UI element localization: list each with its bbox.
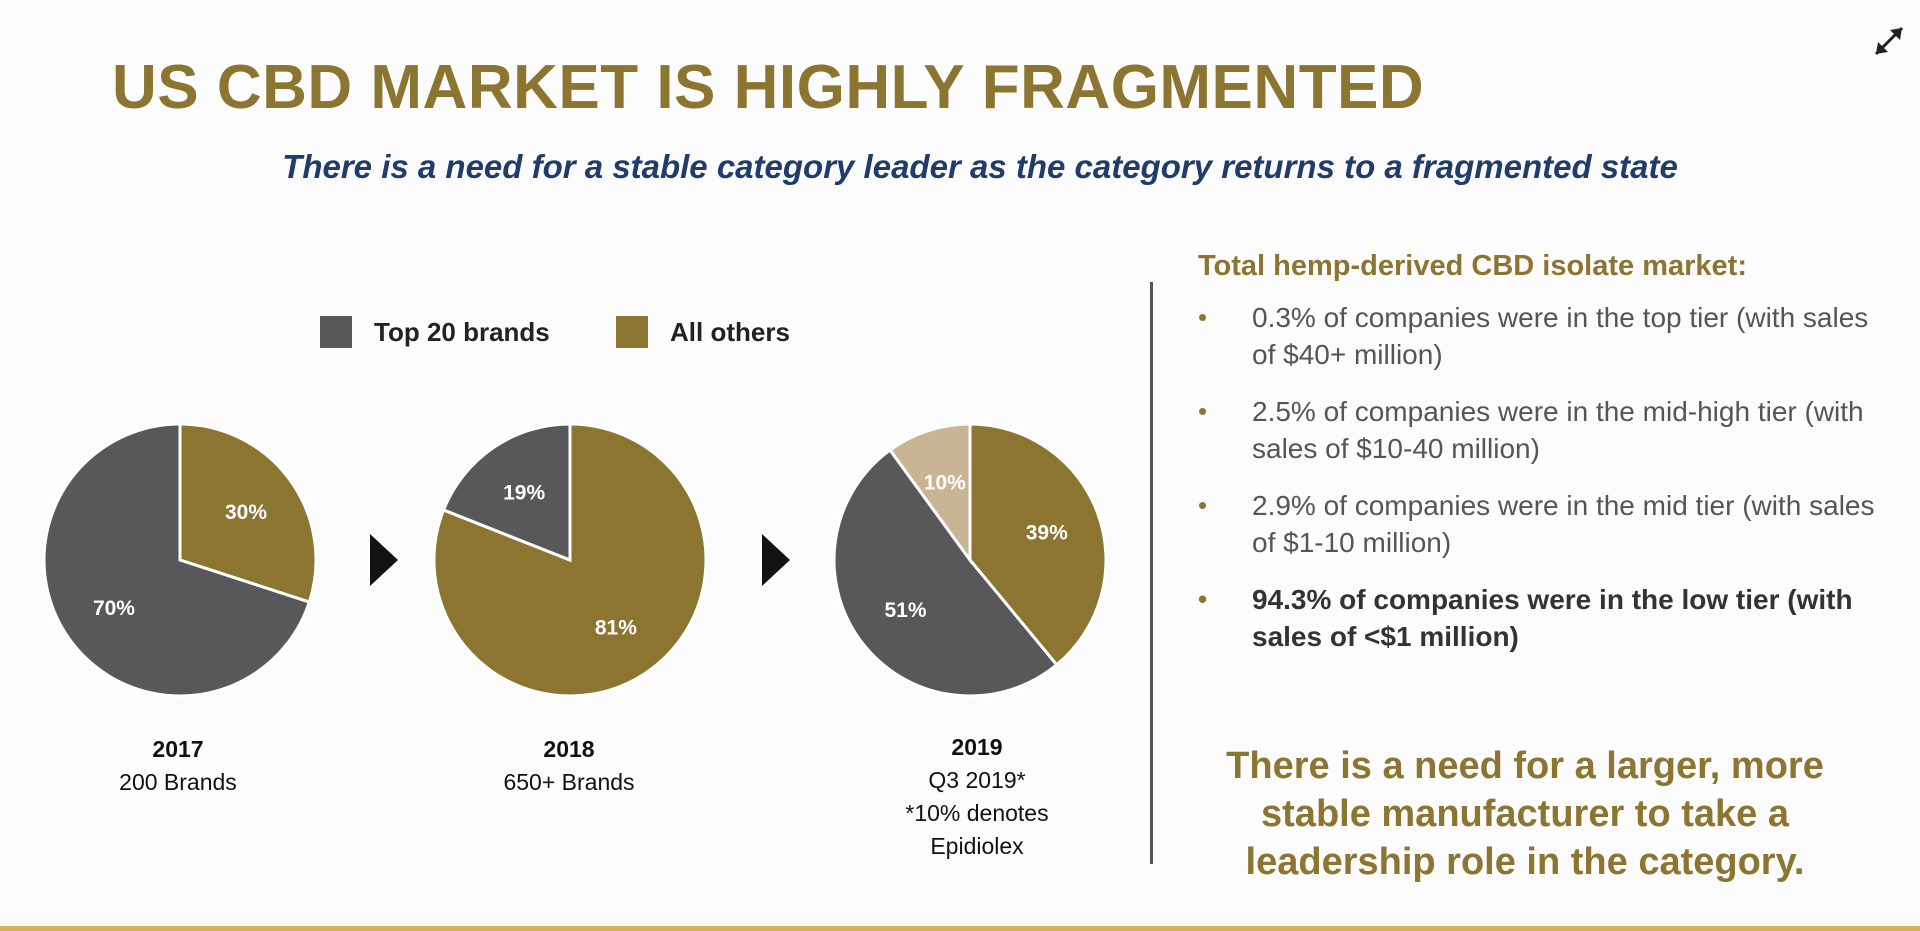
list-item-text: 94.3% of companies were in the low tier … [1252,584,1853,652]
play-arrow-icon [762,534,790,586]
caption-line: 200 Brands [119,769,237,795]
caption-line: Q3 2019* [928,767,1026,793]
legend-item-others: All others [616,316,790,348]
legend-label-top20: Top 20 brands [374,316,550,347]
page-title: US CBD MARKET IS HIGHLY FRAGMENTED [112,53,1425,122]
list-item: • 2.5% of companies were in the mid-high … [1198,393,1898,467]
caption-line: 650+ Brands [503,769,635,795]
legend-item-top20: Top 20 brands [320,316,550,348]
pie-slice-top-20-brands [441,422,572,563]
pie-charts: 30% 70% 81% 19% 39% 51% 10% [42,422,1108,698]
play-arrow-icon [370,534,398,586]
page-subtitle: There is a need for a stable category le… [282,148,1678,185]
caption-2017: 2017 200 Brands [48,733,308,799]
pie-slice-label: 51% [885,599,927,622]
pie-slice-top-20-brands [832,447,1059,698]
list-item: • 2.9% of companies were in the mid tier … [1198,487,1898,561]
market-summary-panel: Total hemp-derived CBD isolate market: •… [1198,250,1898,675]
legend-swatch-others [616,316,648,348]
caption-year: 2018 [543,736,595,762]
bullet-icon: • [1198,302,1208,332]
bottom-rule [0,926,1920,931]
conclusion-text: There is a need for a larger, more stabl… [1226,745,1824,883]
bullet-icon: • [1198,490,1208,520]
caption-line: Epidiolex [930,833,1024,859]
pie-slice-label: 30% [225,501,267,524]
pie-slice-all-others [968,422,1108,667]
market-summary-title: Total hemp-derived CBD isolate market: [1198,250,1747,282]
caption-2018: 2018 650+ Brands [439,733,699,799]
pie-slice-all-others [178,422,318,604]
caption-year: 2019 [951,734,1003,760]
pie-slice-label: 70% [93,597,135,620]
pie-slice-epidiolex [887,422,972,565]
expand-icon[interactable] [1868,20,1910,62]
list-item: • 94.3% of companies were in the low tier… [1198,581,1898,655]
pie-2017: 30% 70% [42,422,318,698]
bullet-icon: • [1198,396,1208,426]
list-item-text: 0.3% of companies were in the top tier (… [1252,302,1869,370]
pie-slice-label: 81% [595,616,637,639]
list-item-text: 2.5% of companies were in the mid-high t… [1252,396,1864,464]
legend-swatch-top20 [320,316,352,348]
pie-slice-label: 39% [1026,521,1068,544]
list-item-text: 2.9% of companies were in the mid tier (… [1252,490,1875,558]
pie-slice-label: 10% [924,471,966,494]
caption-line: *10% denotes [905,800,1049,826]
pie-2018: 81% 19% [432,422,708,698]
pie-slice-label: 19% [503,482,545,505]
bullet-icon: • [1198,584,1208,614]
list-item: • 0.3% of companies were in the top tier … [1198,299,1898,373]
legend-label-others: All others [670,316,790,347]
vertical-divider [1150,282,1153,864]
pie-slice-top-20-brands [42,422,312,698]
caption-year: 2017 [152,736,204,762]
pie-2019: 39% 51% 10% [832,422,1108,698]
caption-2019: 2019 Q3 2019* *10% denotes Epidiolex [847,731,1107,863]
market-tier-list: • 0.3% of companies were in the top tier … [1198,299,1898,655]
